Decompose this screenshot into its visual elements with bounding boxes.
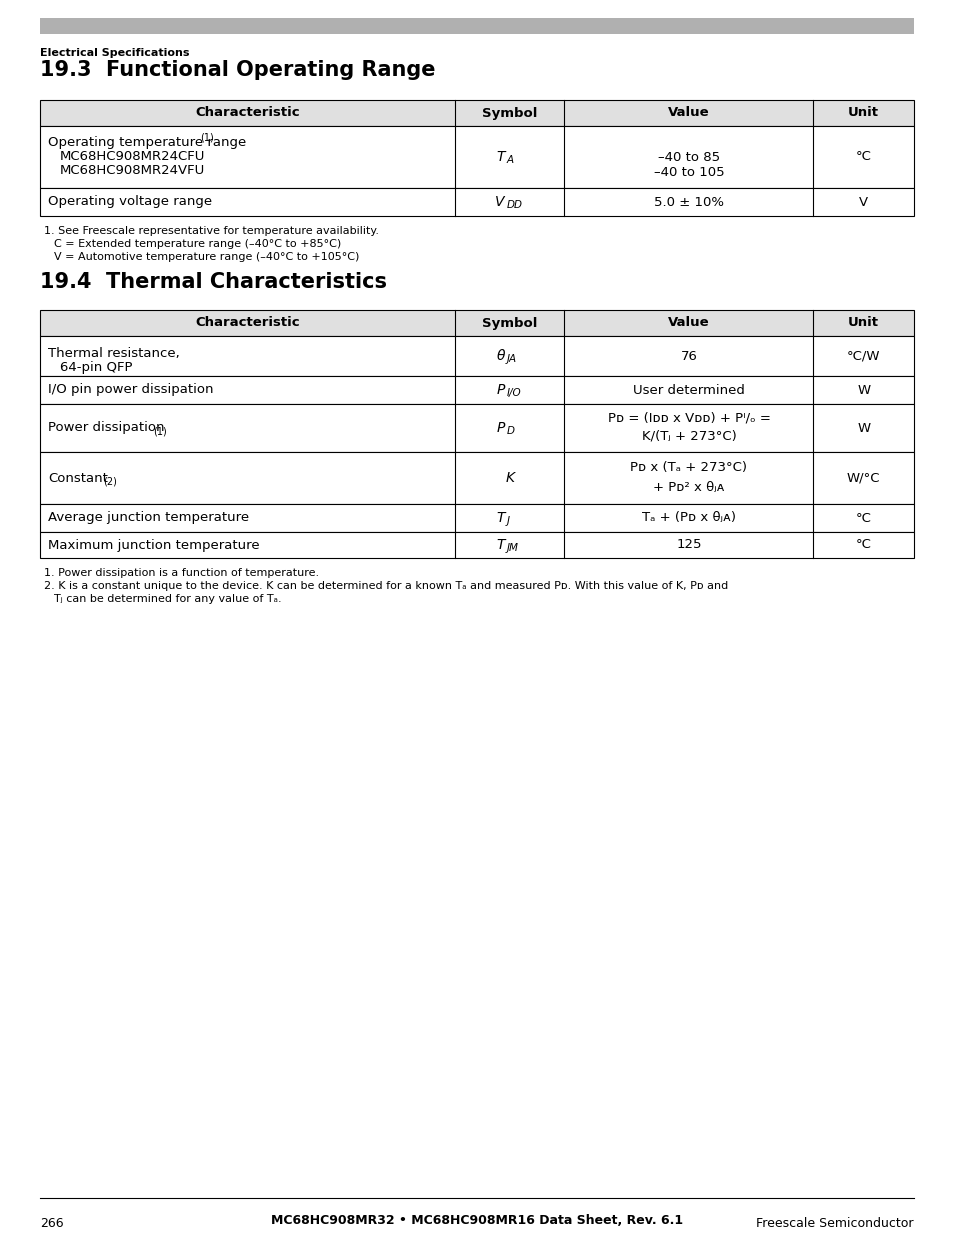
Text: 1. Power dissipation is a function of temperature.: 1. Power dissipation is a function of te…	[44, 568, 319, 578]
Text: Pᴅ = (Iᴅᴅ x Vᴅᴅ) + Pᴵ/ₒ =: Pᴅ = (Iᴅᴅ x Vᴅᴅ) + Pᴵ/ₒ =	[607, 411, 770, 425]
Text: P: P	[496, 421, 504, 435]
Bar	[40, 310, 913, 336]
Text: Tⱼ can be determined for any value of Tₐ.: Tⱼ can be determined for any value of Tₐ…	[54, 594, 281, 604]
Text: D: D	[506, 426, 515, 436]
Text: DD: DD	[506, 200, 522, 210]
Text: Characteristic: Characteristic	[195, 316, 299, 330]
Text: 19.3  Functional Operating Range: 19.3 Functional Operating Range	[40, 61, 435, 80]
Text: W: W	[857, 384, 869, 396]
Text: θ: θ	[496, 350, 504, 363]
Text: C = Extended temperature range (–40°C to +85°C): C = Extended temperature range (–40°C to…	[54, 240, 341, 249]
Text: °C/W: °C/W	[846, 350, 880, 363]
Text: (1): (1)	[152, 427, 167, 437]
Bar	[40, 100, 913, 126]
Text: Value: Value	[667, 316, 709, 330]
Text: °C: °C	[855, 151, 871, 163]
Text: V: V	[495, 195, 504, 209]
Text: Unit: Unit	[847, 316, 879, 330]
Text: A: A	[506, 156, 514, 165]
Text: 266: 266	[40, 1216, 64, 1230]
Bar	[40, 452, 913, 504]
Text: JA: JA	[506, 354, 517, 364]
Text: V = Automotive temperature range (–40°C to +105°C): V = Automotive temperature range (–40°C …	[54, 252, 359, 262]
Text: Electrical Specifications: Electrical Specifications	[40, 48, 190, 58]
Bar	[40, 126, 913, 188]
Text: Power dissipation: Power dissipation	[48, 421, 164, 435]
Text: (2): (2)	[103, 477, 117, 487]
Text: I/O: I/O	[506, 388, 521, 398]
Text: W: W	[857, 421, 869, 435]
Text: JM: JM	[506, 543, 518, 553]
Text: T: T	[496, 538, 504, 552]
Text: Unit: Unit	[847, 106, 879, 120]
Text: T: T	[496, 511, 504, 525]
Text: 19.4  Thermal Characteristics: 19.4 Thermal Characteristics	[40, 272, 387, 291]
Text: Maximum junction temperature: Maximum junction temperature	[48, 538, 259, 552]
Bar	[40, 532, 913, 558]
Text: MC68HC908MR32 • MC68HC908MR16 Data Sheet, Rev. 6.1: MC68HC908MR32 • MC68HC908MR16 Data Sheet…	[271, 1214, 682, 1228]
Text: Average junction temperature: Average junction temperature	[48, 511, 249, 525]
Text: 125: 125	[676, 538, 701, 552]
Text: 64-pin QFP: 64-pin QFP	[60, 361, 132, 374]
Text: 2. K is a constant unique to the device. K can be determined for a known Tₐ and : 2. K is a constant unique to the device.…	[44, 580, 727, 592]
Text: MC68HC908MR24CFU: MC68HC908MR24CFU	[60, 149, 205, 163]
Text: K: K	[505, 471, 514, 485]
Text: Symbol: Symbol	[481, 106, 537, 120]
Text: J: J	[506, 516, 509, 526]
Bar	[40, 336, 913, 375]
Bar	[40, 375, 913, 404]
Bar	[40, 188, 913, 216]
Text: Operating voltage range: Operating voltage range	[48, 195, 212, 209]
Text: °C: °C	[855, 538, 871, 552]
Text: –40 to 105: –40 to 105	[653, 165, 723, 179]
Text: P: P	[496, 383, 504, 396]
Text: I/O pin power dissipation: I/O pin power dissipation	[48, 384, 213, 396]
Text: User determined: User determined	[633, 384, 744, 396]
Text: –40 to 85: –40 to 85	[658, 151, 720, 164]
Text: W/°C: W/°C	[846, 472, 880, 484]
Text: V: V	[859, 195, 867, 209]
Text: °C: °C	[855, 511, 871, 525]
Text: 5.0 ± 10%: 5.0 ± 10%	[653, 195, 723, 209]
Text: Constant: Constant	[48, 472, 108, 484]
Text: + Pᴅ² x θⱼᴀ: + Pᴅ² x θⱼᴀ	[653, 480, 724, 494]
Text: MC68HC908MR24VFU: MC68HC908MR24VFU	[60, 164, 205, 177]
Bar	[40, 19, 913, 35]
Text: 1. See Freescale representative for temperature availability.: 1. See Freescale representative for temp…	[44, 226, 378, 236]
Text: Thermal resistance,: Thermal resistance,	[48, 347, 179, 359]
Bar	[40, 404, 913, 452]
Text: Characteristic: Characteristic	[195, 106, 299, 120]
Text: Tₐ + (Pᴅ x θⱼᴀ): Tₐ + (Pᴅ x θⱼᴀ)	[641, 511, 735, 525]
Bar	[40, 504, 913, 532]
Text: 76: 76	[679, 350, 697, 363]
Text: Pᴅ x (Tₐ + 273°C): Pᴅ x (Tₐ + 273°C)	[630, 462, 746, 474]
Text: K/(Tⱼ + 273°C): K/(Tⱼ + 273°C)	[641, 430, 736, 442]
Text: Symbol: Symbol	[481, 316, 537, 330]
Text: (1): (1)	[200, 132, 213, 142]
Text: Value: Value	[667, 106, 709, 120]
Text: Operating temperature range: Operating temperature range	[48, 136, 246, 149]
Text: T: T	[496, 149, 504, 164]
Text: Freescale Semiconductor: Freescale Semiconductor	[756, 1216, 913, 1230]
